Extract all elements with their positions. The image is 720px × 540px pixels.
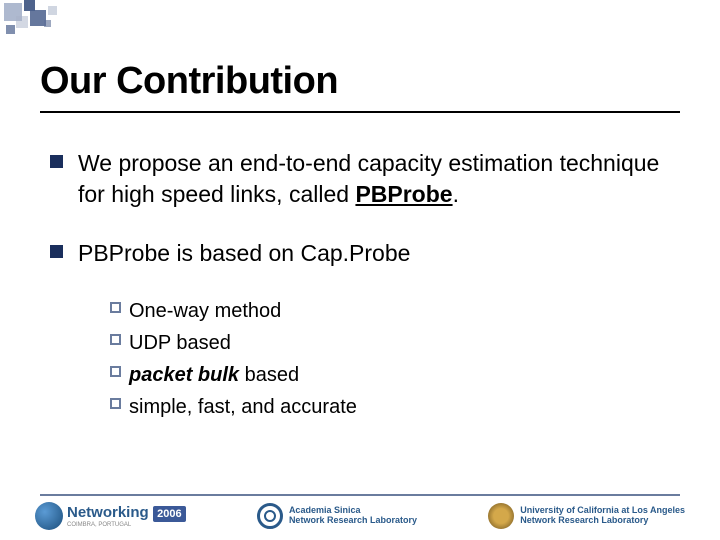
footer-brand: Networking (67, 504, 149, 521)
ring-icon (257, 503, 283, 529)
hollow-square-bullet-icon (110, 398, 121, 409)
square-bullet-icon (50, 245, 63, 258)
bullet-l2: One-way method (110, 297, 670, 325)
bullet-text: We propose an end-to-end capacity estima… (78, 148, 670, 210)
slide-body: We propose an end-to-end capacity estima… (0, 123, 720, 421)
slide-footer: Networking 2006 COIMBRA, PORTUGAL Academ… (0, 494, 720, 530)
hollow-square-bullet-icon (110, 366, 121, 377)
sub-bullet-text: One-way method (129, 297, 281, 325)
bullet-l1: We propose an end-to-end capacity estima… (50, 148, 670, 210)
footer-right-logo: University of California at Los Angeles … (488, 503, 685, 529)
hollow-square-bullet-icon (110, 302, 121, 313)
bullet-l2: packet bulk based (110, 361, 670, 389)
bullet-l1: PBProbe is based on Cap.Probe (50, 238, 670, 269)
footer-left-logo: Networking 2006 COIMBRA, PORTUGAL (35, 502, 186, 530)
footer-location: COIMBRA, PORTUGAL (67, 522, 186, 528)
sub-list: One-way method UDP based packet bulk based… (110, 297, 670, 421)
footer-rule (40, 494, 680, 496)
bullet-l2: simple, fast, and accurate (110, 393, 670, 421)
seal-icon (488, 503, 514, 529)
title-rule (40, 111, 680, 113)
sub-bullet-text: UDP based (129, 329, 231, 357)
footer-mid-line2: Network Research Laboratory (289, 516, 417, 526)
square-bullet-icon (50, 155, 63, 168)
sub-bullet-text: packet bulk based (129, 361, 299, 389)
bullet-text: PBProbe is based on Cap.Probe (78, 238, 410, 269)
corner-decoration (0, 0, 120, 45)
bullet-l2: UDP based (110, 329, 670, 357)
footer-mid-logo: Academia Sinica Network Research Laborat… (257, 503, 417, 529)
hollow-square-bullet-icon (110, 334, 121, 345)
sub-bullet-text: simple, fast, and accurate (129, 393, 357, 421)
globe-icon (35, 502, 63, 530)
footer-year: 2006 (153, 506, 185, 522)
slide-title: Our Contribution (40, 60, 680, 103)
footer-right-line2: Network Research Laboratory (520, 516, 685, 526)
